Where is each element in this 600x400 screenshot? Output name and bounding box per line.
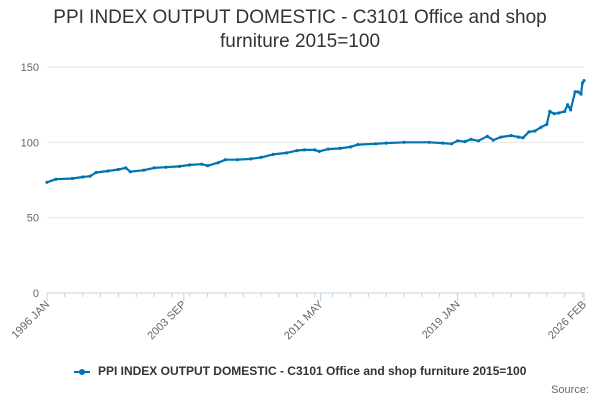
data-point xyxy=(552,112,556,116)
data-point xyxy=(374,142,378,146)
data-point xyxy=(94,170,98,175)
data-point xyxy=(516,135,521,139)
source-label: Source: xyxy=(551,384,589,396)
data-point xyxy=(579,92,583,96)
chart-title: PPI INDEX OUTPUT DOMESTIC - C3101 Office… xyxy=(0,6,600,54)
data-point xyxy=(384,141,388,145)
data-point xyxy=(456,139,460,143)
data-point xyxy=(527,130,531,134)
chart-title-line-1: PPI INDEX OUTPUT DOMESTIC - C3101 Office… xyxy=(53,7,547,28)
data-point xyxy=(142,168,146,172)
data-point xyxy=(485,134,489,138)
x-tick-label: 1996 JAN xyxy=(9,299,52,342)
data-point xyxy=(271,152,275,156)
data-point xyxy=(106,169,110,173)
chart-title-line-2: furniture 2015=100 xyxy=(219,31,381,52)
data-point xyxy=(441,141,445,145)
data-point xyxy=(249,157,253,161)
data-point xyxy=(450,142,454,146)
data-point xyxy=(582,79,586,83)
data-point xyxy=(116,167,120,172)
data-point xyxy=(326,147,330,151)
y-tick-label: 100 xyxy=(21,137,39,149)
chart-legend[interactable]: PPI INDEX OUTPUT DOMESTIC - C3101 Office… xyxy=(0,364,600,378)
data-point xyxy=(200,162,204,166)
data-point xyxy=(548,109,552,113)
data-point xyxy=(152,166,156,170)
data-point xyxy=(81,175,85,179)
data-point xyxy=(164,165,168,169)
data-point xyxy=(521,136,525,140)
data-point xyxy=(539,125,543,129)
data-point xyxy=(124,166,128,170)
data-point xyxy=(469,137,473,141)
data-point xyxy=(223,158,228,162)
data-point xyxy=(317,149,321,153)
data-point xyxy=(206,164,210,168)
data-point xyxy=(557,111,561,115)
data-point xyxy=(533,129,537,133)
data-point xyxy=(45,180,49,184)
series-line-0 xyxy=(46,79,585,184)
data-point xyxy=(338,146,342,150)
data-point xyxy=(356,143,360,147)
data-point xyxy=(427,140,431,144)
legend-marker-icon xyxy=(73,367,90,377)
data-point xyxy=(88,174,92,178)
data-point xyxy=(188,163,192,167)
data-point xyxy=(463,140,467,144)
data-point xyxy=(509,134,513,138)
data-point xyxy=(284,151,289,155)
y-tick-label: 150 xyxy=(21,62,39,74)
data-point xyxy=(235,158,239,162)
data-point xyxy=(545,122,549,126)
data-point xyxy=(491,138,495,142)
x-tick-label: 2026 FEB xyxy=(546,299,589,342)
x-tick-label: 2019 JAN xyxy=(420,299,463,342)
data-point xyxy=(54,177,58,181)
data-point xyxy=(259,155,263,159)
data-point xyxy=(313,148,317,152)
y-tick-label: 0 xyxy=(33,288,39,300)
data-point xyxy=(576,90,580,94)
data-point xyxy=(70,176,74,181)
legend-label: PPI INDEX OUTPUT DOMESTIC - C3101 Office… xyxy=(97,364,527,378)
y-tick-label: 50 xyxy=(27,213,39,225)
data-point xyxy=(402,140,406,144)
x-tick-label: 2011 MAY xyxy=(282,298,326,342)
data-point xyxy=(499,135,503,139)
data-point xyxy=(302,148,306,152)
data-point xyxy=(566,103,570,107)
x-tick-label: 2003 SEP xyxy=(145,299,189,343)
data-point xyxy=(476,139,480,143)
data-point xyxy=(573,90,577,94)
data-point xyxy=(563,109,567,113)
data-point xyxy=(177,164,181,168)
data-point xyxy=(216,161,220,165)
data-point xyxy=(295,149,299,153)
data-point xyxy=(348,145,353,149)
data-point xyxy=(569,108,573,112)
data-point xyxy=(128,170,132,174)
